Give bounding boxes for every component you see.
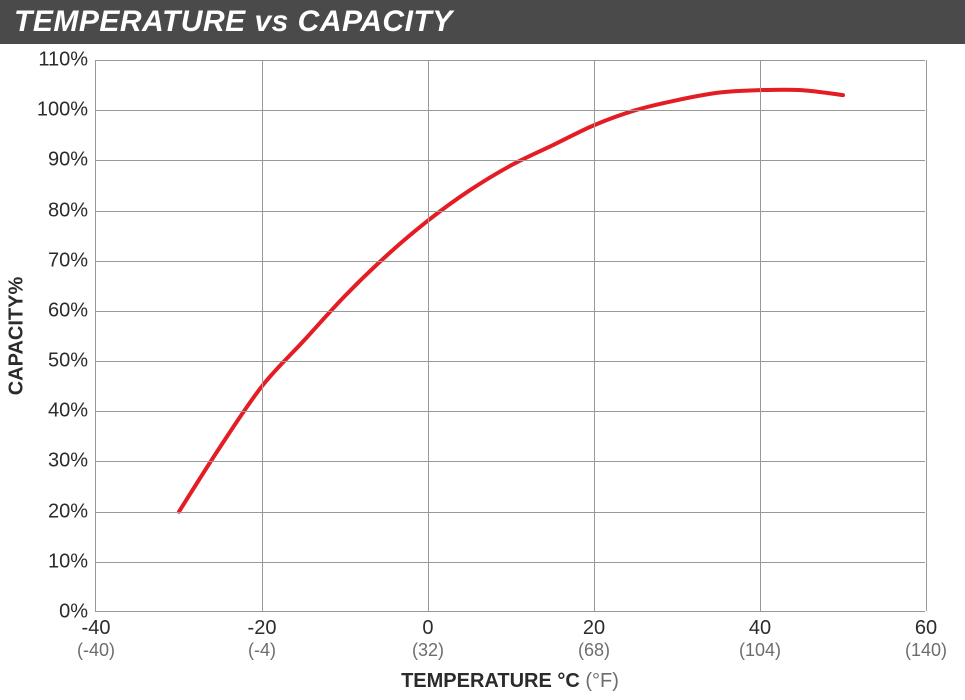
x-tick-celsius: 40 [739, 617, 781, 640]
y-axis-label: CAPACITY% [6, 277, 29, 396]
gridline-h [96, 512, 925, 513]
title-text: TEMPERATURE vs CAPACITY [14, 5, 453, 38]
y-tick-label: 40% [48, 400, 96, 423]
x-tick-label: 0(32) [412, 611, 444, 661]
x-tick-label: 20(68) [578, 611, 610, 661]
x-axis-label-f: (°F) [585, 670, 619, 692]
gridline-h [96, 361, 925, 362]
title-bar: TEMPERATURE vs CAPACITY [0, 0, 965, 44]
x-tick-celsius: -40 [77, 617, 115, 640]
x-axis-label-c: TEMPERATURE °C [401, 670, 580, 692]
x-tick-fahrenheit: (-40) [77, 640, 115, 661]
x-tick-label: 60(140) [905, 611, 947, 661]
y-axis-label-text: CAPACITY% [6, 277, 28, 396]
gridline-v [428, 60, 429, 611]
y-tick-label: 90% [48, 149, 96, 172]
gridline-h [96, 311, 925, 312]
x-tick-celsius: -20 [248, 617, 277, 640]
y-tick-label: 20% [48, 500, 96, 523]
x-tick-label: 40(104) [739, 611, 781, 661]
gridline-v [926, 60, 927, 611]
series-line [179, 90, 843, 512]
y-tick-label: 60% [48, 299, 96, 322]
y-tick-label: 10% [48, 550, 96, 573]
y-tick-label: 110% [38, 49, 96, 72]
gridline-h [96, 211, 925, 212]
x-tick-celsius: 60 [905, 617, 947, 640]
gridline-h [96, 562, 925, 563]
x-tick-fahrenheit: (32) [412, 640, 444, 661]
gridline-h [96, 160, 925, 161]
x-tick-label: -20(-4) [248, 611, 277, 661]
x-tick-fahrenheit: (-4) [248, 640, 277, 661]
x-tick-celsius: 20 [578, 617, 610, 640]
gridline-h [96, 110, 925, 111]
y-tick-label: 70% [48, 249, 96, 272]
chart-plot-area: 0%10%20%30%40%50%60%70%80%90%100%110%-40… [95, 60, 925, 612]
gridline-v [262, 60, 263, 611]
gridline-v [594, 60, 595, 611]
x-axis-label: TEMPERATURE °C (°F) [401, 670, 619, 693]
y-tick-label: 30% [48, 450, 96, 473]
gridline-h [96, 261, 925, 262]
x-tick-fahrenheit: (140) [905, 640, 947, 661]
x-tick-celsius: 0 [412, 617, 444, 640]
x-tick-label: -40(-40) [77, 611, 115, 661]
y-tick-label: 50% [48, 350, 96, 373]
x-tick-fahrenheit: (68) [578, 640, 610, 661]
x-tick-fahrenheit: (104) [739, 640, 781, 661]
gridline-h [96, 411, 925, 412]
gridline-h [96, 461, 925, 462]
y-tick-label: 100% [37, 99, 96, 122]
capacity-curve [96, 60, 926, 612]
gridline-h [96, 60, 925, 61]
y-tick-label: 80% [48, 199, 96, 222]
gridline-v [760, 60, 761, 611]
